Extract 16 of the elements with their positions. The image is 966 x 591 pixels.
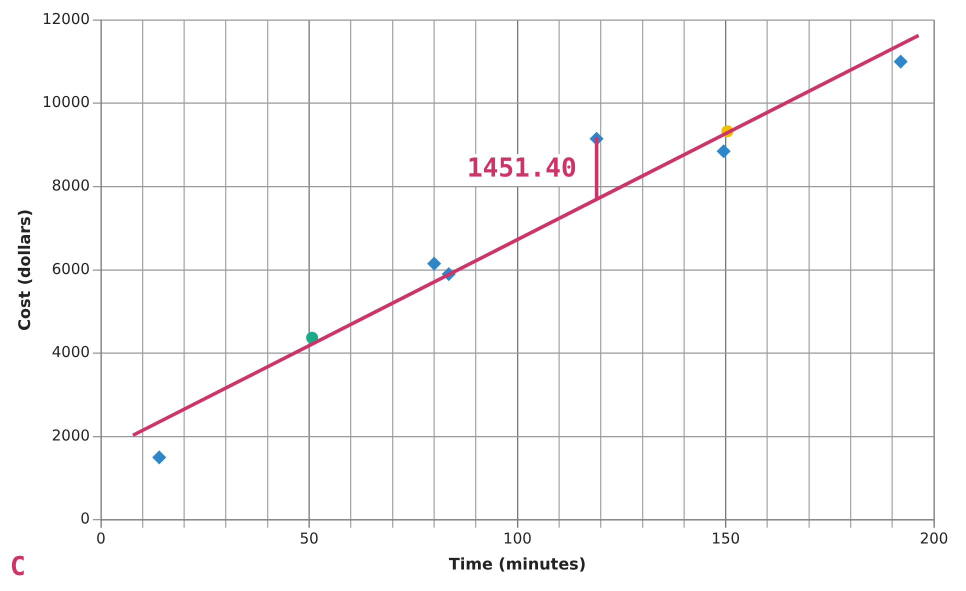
x-tick-label: 0 [96, 530, 106, 548]
y-tick-label: 12000 [42, 10, 90, 28]
x-tick-label: 150 [711, 530, 740, 548]
y-tick-label: 8000 [52, 176, 90, 194]
x-tick-label: 50 [300, 530, 319, 548]
x-tick-label: 200 [920, 530, 948, 548]
y-tick-label: 6000 [52, 260, 90, 278]
y-tick-label: 4000 [52, 343, 90, 362]
y-tick-label: 2000 [52, 426, 90, 444]
y-tick-label: 10000 [42, 93, 90, 112]
text: C [10, 552, 26, 582]
x-tick-label: 100 [503, 530, 532, 548]
annotation: 1451.40 [467, 154, 577, 184]
x-axis-title: Time (minutes) [448, 554, 586, 574]
y-axis-title: Cost (dollars) [14, 209, 34, 331]
y-tick-label: 0 [80, 510, 90, 528]
